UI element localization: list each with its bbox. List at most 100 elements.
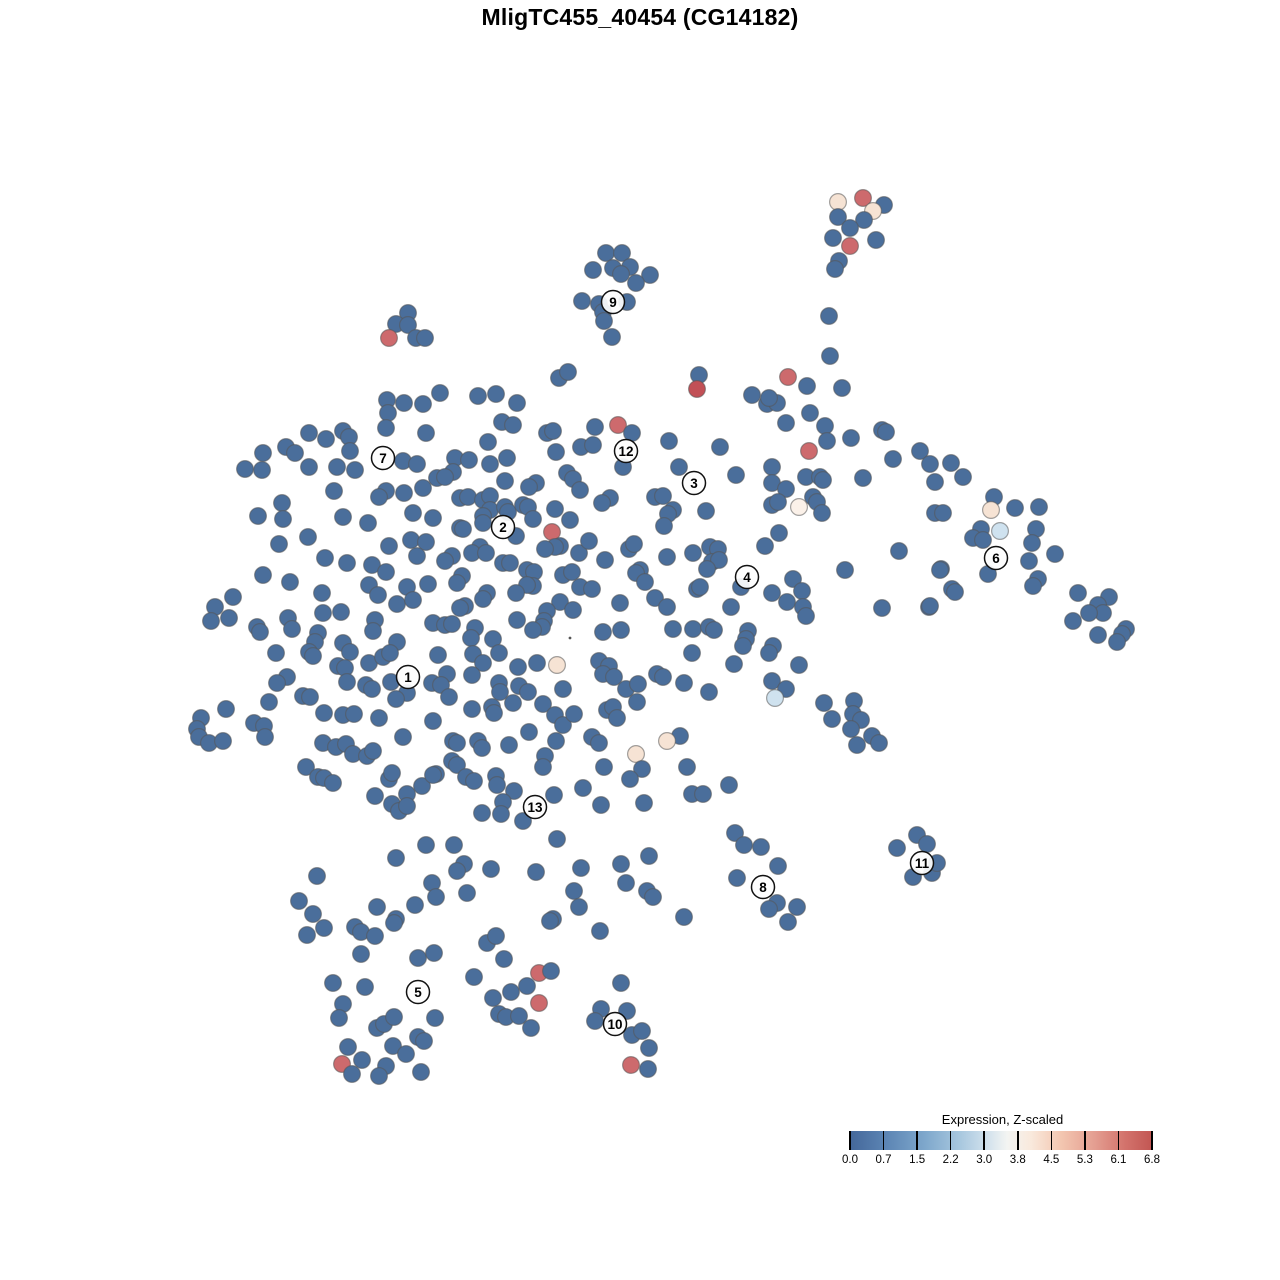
data-point[interactable] [590, 921, 609, 940]
data-point[interactable] [657, 731, 676, 750]
data-point[interactable] [799, 442, 818, 461]
data-point[interactable] [202, 611, 221, 630]
data-point[interactable] [324, 773, 343, 792]
data-point[interactable] [533, 757, 552, 776]
data-point[interactable] [817, 432, 836, 451]
data-point[interactable] [677, 757, 696, 776]
data-point[interactable] [815, 417, 834, 436]
data-point[interactable] [260, 692, 279, 711]
cluster-label-10[interactable]: 10 [602, 1011, 628, 1037]
data-point[interactable] [910, 442, 929, 461]
data-point[interactable] [364, 741, 383, 760]
data-point[interactable] [797, 377, 816, 396]
data-point[interactable] [416, 329, 435, 348]
data-point[interactable] [380, 329, 399, 348]
data-point[interactable] [388, 594, 407, 613]
data-point[interactable] [847, 735, 866, 754]
data-point[interactable] [593, 622, 612, 641]
data-point[interactable] [394, 727, 413, 746]
data-point[interactable] [529, 993, 548, 1012]
data-point[interactable] [502, 982, 521, 1001]
data-point[interactable] [553, 679, 572, 698]
data-point[interactable] [640, 266, 659, 285]
data-point[interactable] [300, 458, 319, 477]
data-point[interactable] [487, 385, 506, 404]
data-point[interactable] [820, 347, 839, 366]
data-point[interactable] [920, 596, 939, 615]
data-point[interactable] [414, 395, 433, 414]
data-point[interactable] [404, 504, 423, 523]
data-point[interactable] [626, 274, 645, 293]
data-point[interactable] [425, 943, 444, 962]
data-point[interactable] [500, 735, 519, 754]
data-point[interactable] [408, 546, 427, 565]
data-point[interactable] [545, 500, 564, 519]
data-point[interactable] [883, 450, 902, 469]
cluster-label-5[interactable]: 5 [405, 979, 431, 1005]
data-point[interactable] [366, 926, 385, 945]
data-point[interactable] [626, 744, 645, 763]
data-point[interactable] [334, 508, 353, 527]
cluster-label-2[interactable]: 2 [490, 514, 516, 540]
data-point[interactable] [1029, 498, 1048, 517]
data-point[interactable] [301, 687, 320, 706]
data-point[interactable] [426, 1008, 445, 1027]
data-point[interactable] [465, 771, 484, 790]
data-point[interactable] [669, 458, 688, 477]
data-point[interactable] [346, 461, 365, 480]
data-point[interactable] [546, 443, 565, 462]
data-point[interactable] [412, 1062, 431, 1081]
data-point[interactable] [402, 530, 421, 549]
data-point[interactable] [286, 444, 305, 463]
data-point[interactable] [527, 653, 546, 672]
data-point[interactable] [383, 763, 402, 782]
data-point[interactable] [504, 693, 523, 712]
data-point[interactable] [579, 531, 598, 550]
data-point[interactable] [369, 585, 388, 604]
data-point[interactable] [417, 835, 436, 854]
data-point[interactable] [663, 619, 682, 638]
data-point[interactable] [370, 1066, 389, 1085]
data-point[interactable] [498, 449, 517, 468]
data-point[interactable] [314, 603, 333, 622]
data-point[interactable] [841, 719, 860, 738]
data-point[interactable] [787, 897, 806, 916]
data-point[interactable] [632, 1021, 651, 1040]
data-point[interactable] [385, 1007, 404, 1026]
data-point[interactable] [1107, 632, 1126, 651]
data-point[interactable] [724, 654, 743, 673]
cluster-label-3[interactable]: 3 [681, 470, 707, 496]
data-point[interactable] [777, 592, 796, 611]
data-point[interactable] [783, 569, 802, 588]
data-point[interactable] [380, 536, 399, 555]
data-point[interactable] [768, 856, 787, 875]
data-point[interactable] [408, 455, 427, 474]
data-point[interactable] [414, 479, 433, 498]
data-point[interactable] [459, 488, 478, 507]
data-point[interactable] [217, 699, 236, 718]
cluster-label-8[interactable]: 8 [750, 874, 776, 900]
data-point[interactable] [659, 432, 678, 451]
data-point[interactable] [436, 551, 455, 570]
data-point[interactable] [727, 868, 746, 887]
data-point[interactable] [409, 948, 428, 967]
data-point[interactable] [683, 619, 702, 638]
data-point[interactable] [413, 776, 432, 795]
data-point[interactable] [550, 592, 569, 611]
data-point[interactable] [473, 803, 492, 822]
data-point[interactable] [654, 516, 673, 535]
data-point[interactable] [558, 363, 577, 382]
data-point[interactable] [564, 704, 583, 723]
data-point[interactable] [1023, 576, 1042, 595]
data-point[interactable] [436, 468, 455, 487]
data-point[interactable] [553, 715, 572, 734]
data-point[interactable] [634, 793, 653, 812]
data-point[interactable] [352, 944, 371, 963]
data-point[interactable] [387, 848, 406, 867]
data-point[interactable] [709, 550, 728, 569]
data-point[interactable] [451, 598, 470, 617]
data-point[interactable] [290, 891, 309, 910]
data-point[interactable] [595, 550, 614, 569]
data-point[interactable] [933, 504, 952, 523]
data-point[interactable] [819, 307, 838, 326]
